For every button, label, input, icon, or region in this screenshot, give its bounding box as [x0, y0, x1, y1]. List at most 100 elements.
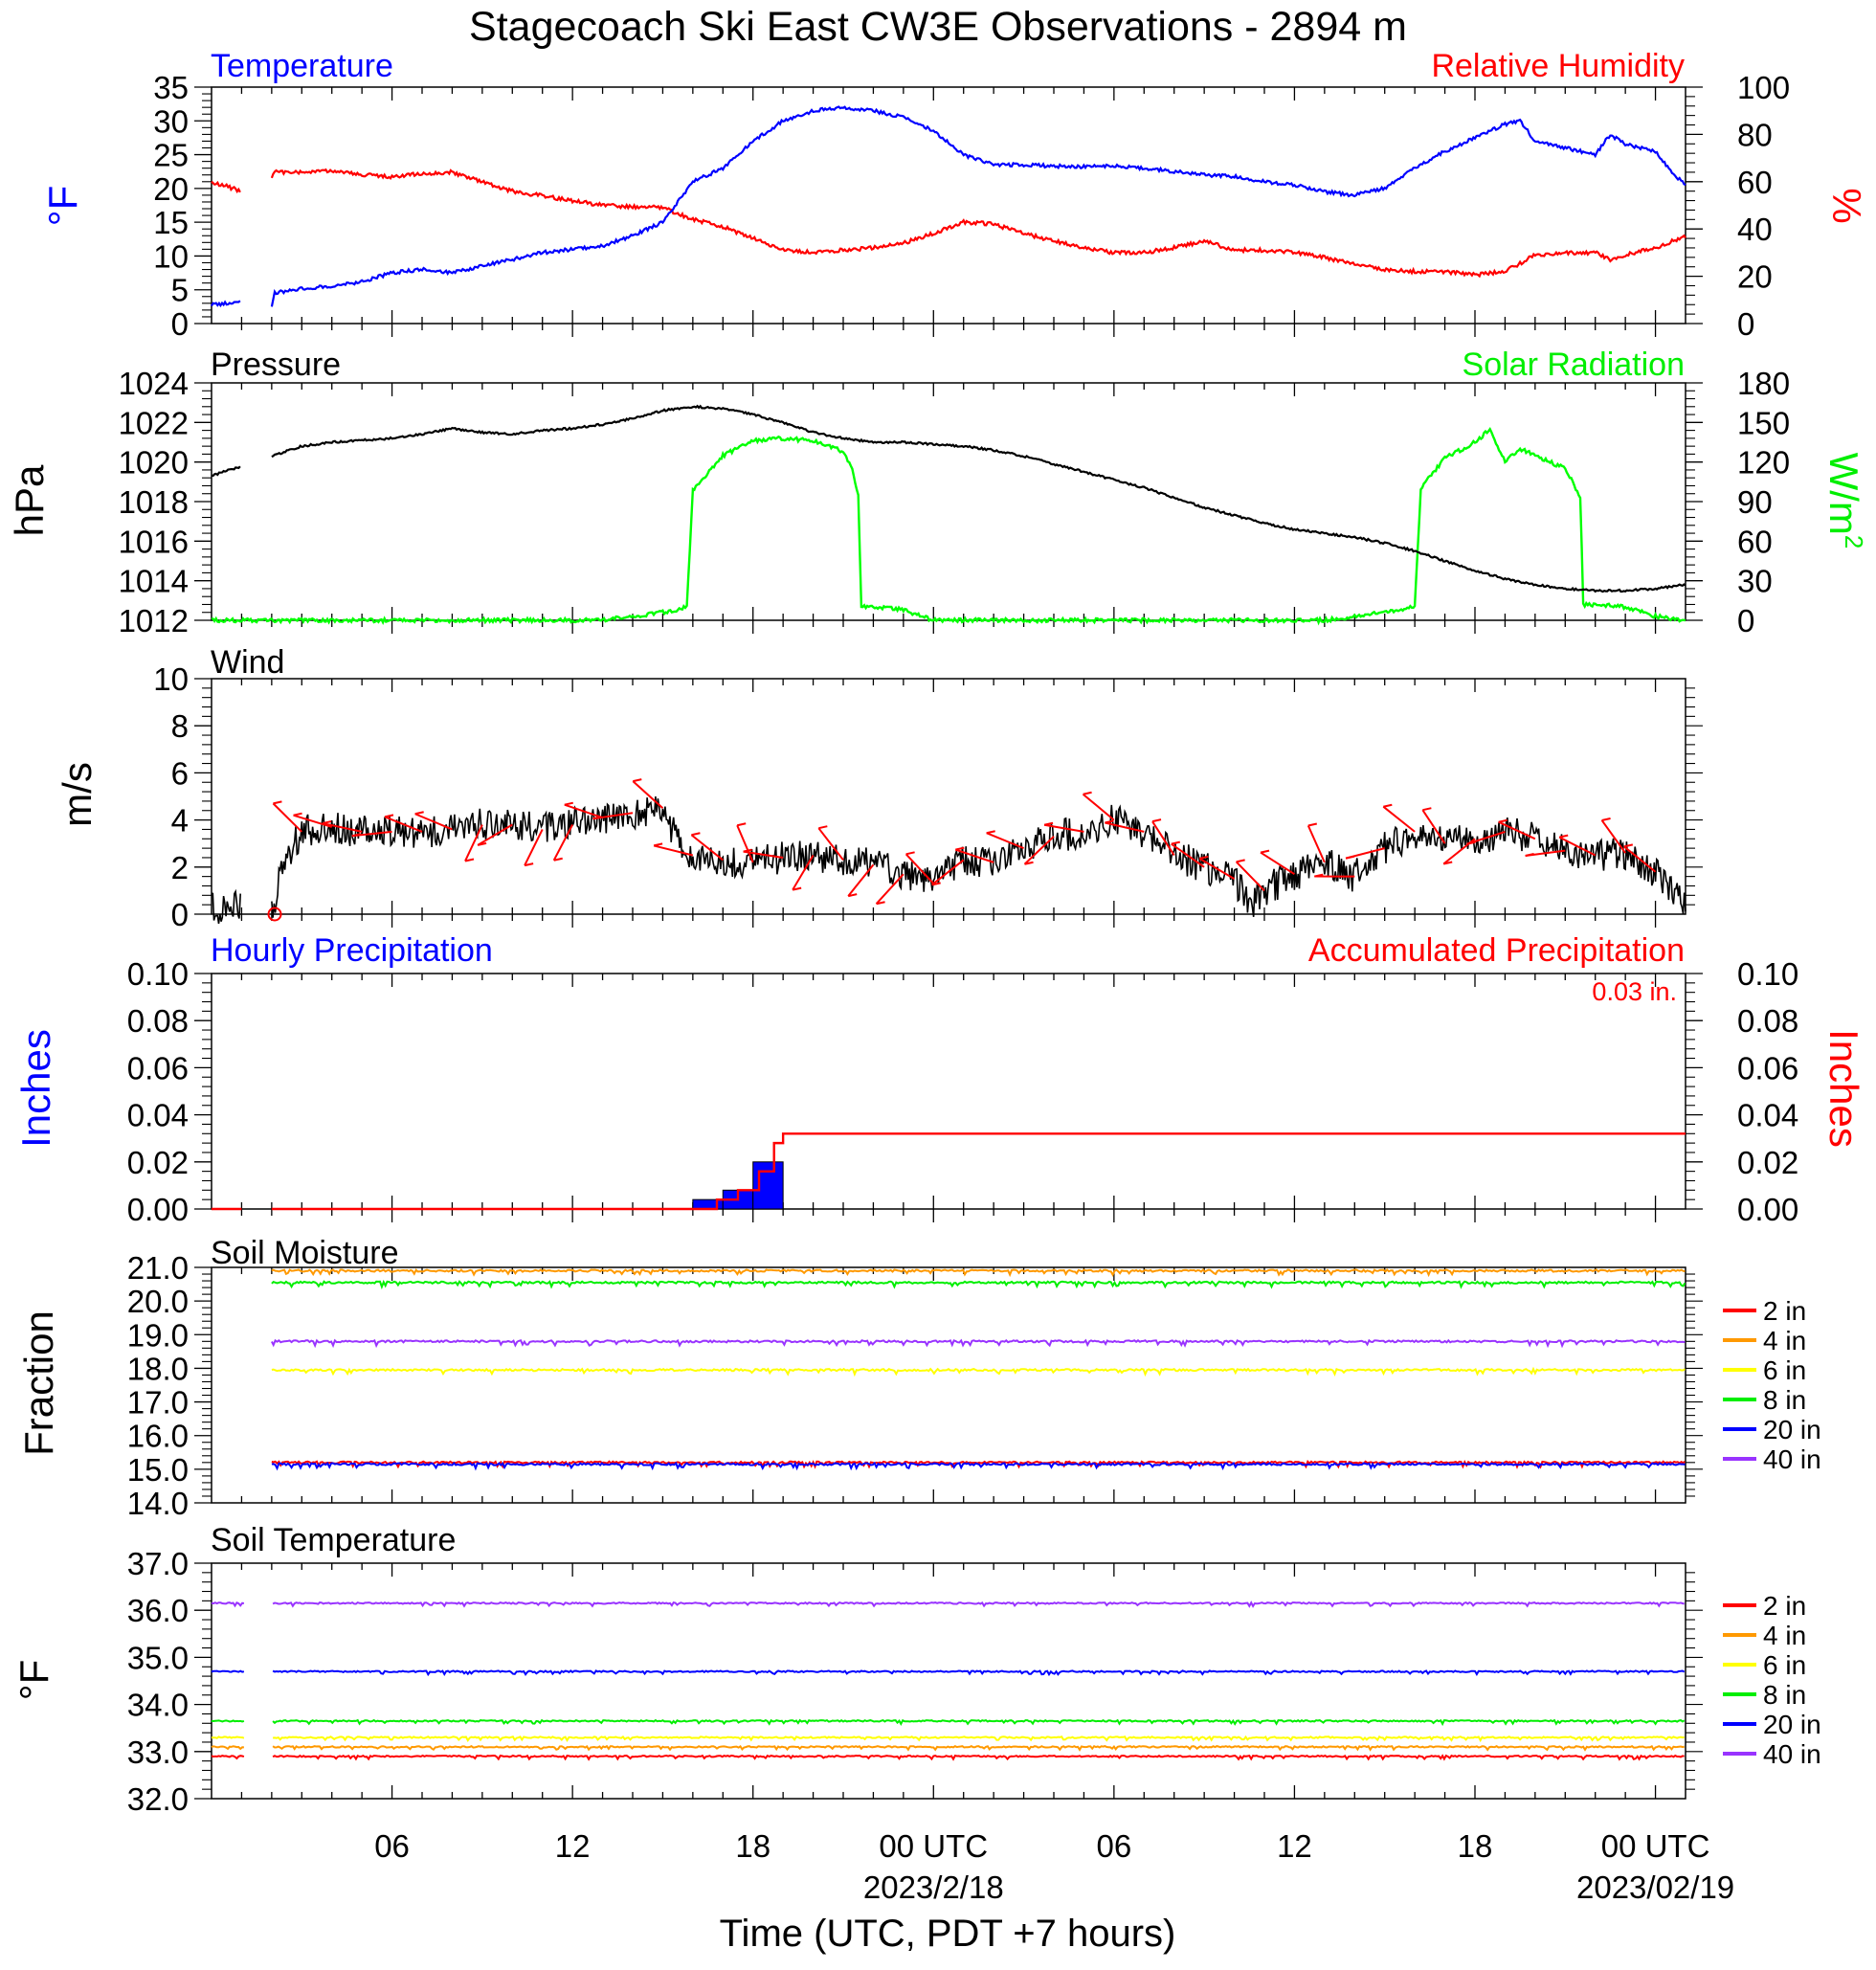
temperature-title: Temperature	[211, 48, 393, 84]
soil-moisture-axis-tick-label: 15.0	[127, 1452, 189, 1488]
x-tick-label: 06	[374, 1828, 410, 1864]
x-axis-label: Time (UTC, PDT +7 hours)	[720, 1913, 1176, 1955]
soil-moisture-series-line	[271, 1366, 1686, 1377]
wind-barb-flag	[986, 830, 995, 835]
x-tick-label: 06	[1096, 1828, 1131, 1864]
wind-barb-flag	[1171, 840, 1181, 845]
pressure-axis-tick-label: 1022	[119, 405, 189, 440]
wind-barb-flag	[1466, 840, 1476, 845]
temp-axis-tick-label: 5	[171, 273, 189, 308]
accum-axis-tick-label: 0.08	[1737, 1003, 1798, 1039]
solar-unit-exponent: 2	[1840, 535, 1868, 548]
figure-title: Stagecoach Ski East CW3E Observations - …	[469, 4, 1407, 50]
wind-barb	[1198, 858, 1236, 880]
temp-axis-tick-label: 30	[153, 103, 189, 139]
x-tick-date-label: 2023/02/19	[1576, 1869, 1734, 1905]
wind-barb	[1171, 842, 1205, 868]
wind-barb-flag	[384, 814, 394, 818]
soil-moisture-axis-tick-label: 17.0	[127, 1385, 189, 1421]
wind-barb-flag	[847, 893, 858, 898]
wind-barb-flag	[1422, 807, 1432, 812]
soil-moisture-series-line	[271, 1279, 1686, 1290]
soil-moisture-legend-label: 6 in	[1763, 1355, 1806, 1385]
wind-barb-flag	[414, 811, 424, 816]
pressure-axis-tick-label: 1014	[119, 564, 189, 599]
temp-axis-tick-label: 15	[153, 205, 189, 240]
wind-barb-flag	[743, 848, 752, 853]
precip-total: 0.03 in.	[1592, 977, 1677, 1006]
rh-axis-tick-label: 40	[1737, 212, 1773, 247]
pressure-axis-tick-label: 1024	[119, 366, 189, 401]
plot-layer: 0510152025303502040608010010121014101610…	[119, 70, 1821, 1905]
wind-barb	[1105, 821, 1145, 833]
rh-axis-tick-label: 0	[1737, 306, 1754, 342]
wind-barb-flag	[955, 846, 965, 851]
solar-axis-tick-label: 120	[1737, 445, 1790, 481]
soil-moisture-axis-tick-label: 16.0	[127, 1419, 189, 1454]
precip-axis-tick-label: 0.02	[127, 1145, 189, 1180]
soil-temp-legend-label: 6 in	[1763, 1650, 1806, 1680]
wind-barb-flag	[1260, 849, 1270, 854]
x-tick-label: 00 UTC	[1601, 1828, 1710, 1864]
wind-barb	[414, 813, 453, 831]
accum-axis-tick-label: 0.04	[1737, 1098, 1798, 1133]
wind-barb	[322, 822, 363, 833]
panel-frame-3	[211, 678, 1686, 915]
soil-temperature-title: Soil Temperature	[211, 1522, 456, 1558]
soil-temp-legend-label: 4 in	[1763, 1621, 1806, 1650]
wind-barb	[1498, 820, 1536, 840]
soil-moisture-series-line	[271, 1338, 1686, 1349]
wind-barb	[1623, 845, 1657, 873]
wind-barb-flag	[1623, 843, 1634, 848]
wind-barb	[736, 824, 754, 863]
soil-temp-legend-label: 8 in	[1763, 1680, 1806, 1710]
rh-axis-tick-label: 80	[1737, 117, 1773, 152]
wind-barb	[954, 848, 994, 863]
panel-frame-2	[211, 382, 1686, 621]
precip-bar	[692, 1198, 724, 1210]
wind-barb-flag	[1601, 817, 1611, 821]
wind-barb	[1235, 861, 1265, 892]
wind-barb-flag	[1043, 821, 1054, 826]
solar-unit: W/m2	[1821, 453, 1868, 549]
wind-barb-flag	[592, 816, 602, 820]
wind-barb-flag	[1083, 791, 1092, 795]
wind-barb-flag	[792, 886, 802, 891]
precip-axis-tick-label: 0.04	[127, 1098, 189, 1133]
pressure-panel: Pressure Solar Radiation hPa W/m2	[7, 347, 1868, 548]
wind-barb-flag	[818, 825, 828, 830]
wind-axis-tick-label: 0	[171, 897, 189, 932]
solar-axis-tick-label: 0	[1737, 603, 1754, 638]
precip-axis-tick-label: 0.00	[127, 1192, 189, 1227]
x-tick-label: 12	[555, 1828, 591, 1864]
temperature-line	[211, 105, 1686, 308]
soil-temp-axis-tick-label: 36.0	[127, 1593, 189, 1628]
soil-moisture-axis-tick-label: 21.0	[127, 1250, 189, 1286]
precip-axis-tick-label: 0.10	[127, 956, 189, 992]
humidity-line	[211, 168, 1686, 279]
wind-barb	[464, 824, 483, 862]
accum-precip-line	[212, 1132, 1686, 1211]
wind-barb	[524, 828, 544, 866]
accum-precip-unit: Inches	[1821, 1029, 1866, 1148]
rh-axis-tick-label: 60	[1737, 165, 1773, 200]
wind-barb-flag	[1024, 861, 1034, 865]
wind-barb	[1260, 851, 1295, 876]
soil-moisture-axis-tick-label: 20.0	[127, 1284, 189, 1319]
soil-moisture-legend-label: 8 in	[1763, 1385, 1806, 1415]
soil-moisture-legend-label: 2 in	[1763, 1296, 1806, 1326]
wind-barb-flag	[524, 862, 534, 867]
soil-temp-axis-tick-label: 32.0	[127, 1781, 189, 1817]
humidity-title: Relative Humidity	[1431, 48, 1685, 84]
humidity-unit: %	[1824, 188, 1869, 223]
wind-barb-flag	[553, 857, 563, 862]
wind-barb-flag	[322, 820, 332, 825]
calm-wind-circle	[267, 907, 282, 922]
precip-axis-tick-label: 0.08	[127, 1003, 189, 1039]
wind-barb	[986, 832, 1024, 850]
soil-moisture-legend-label: 20 in	[1763, 1415, 1821, 1444]
soil-moisture-series-line	[271, 1268, 1686, 1278]
soil-moisture-title: Soil Moisture	[211, 1235, 399, 1271]
hourly-precip-unit: Inches	[13, 1029, 58, 1148]
